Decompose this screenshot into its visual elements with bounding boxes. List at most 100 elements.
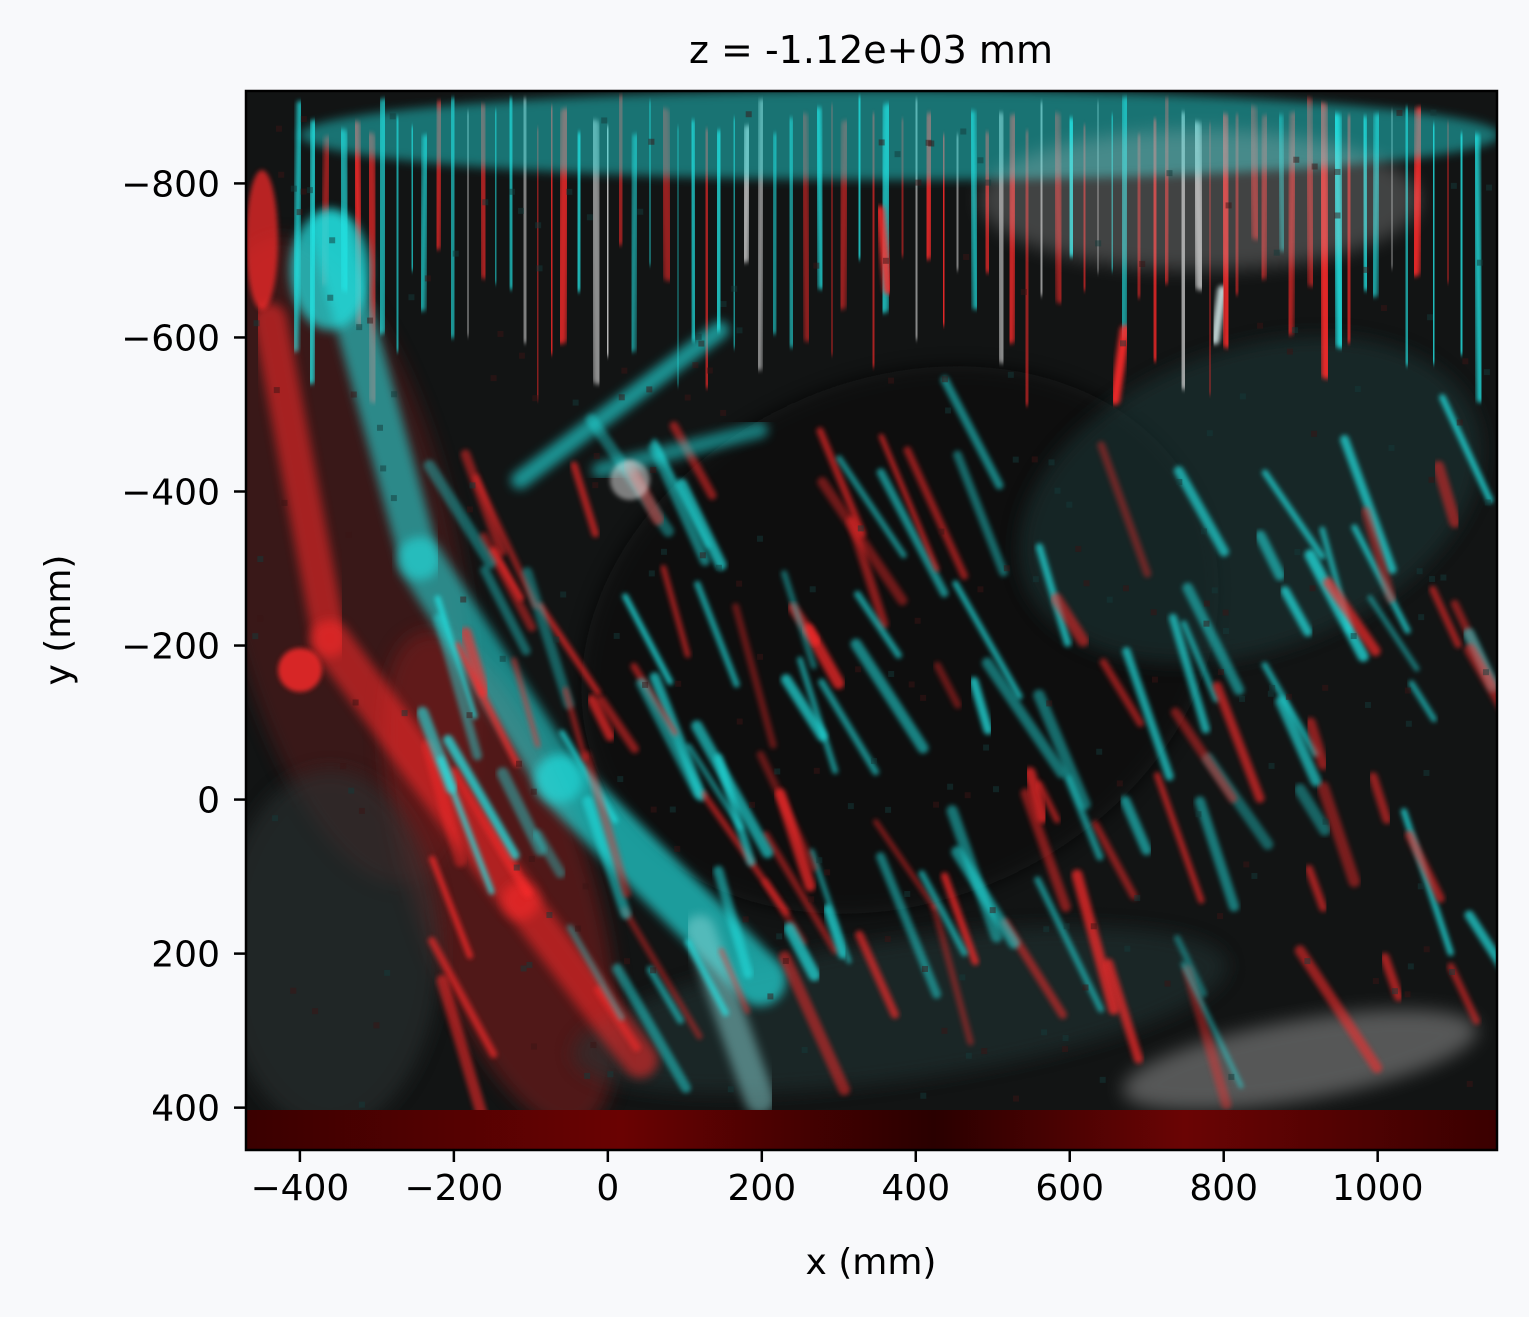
texture-mark	[854, 590, 902, 659]
texture-mark	[1304, 958, 1311, 965]
texture-mark	[434, 595, 478, 720]
texture-mark	[930, 903, 974, 1046]
texture-mark	[1050, 592, 1089, 647]
texture-mark	[650, 967, 657, 974]
texture-mark	[953, 450, 1008, 577]
texture-mark	[1317, 781, 1361, 888]
texture-mark	[1139, 260, 1146, 267]
texture-mark	[1322, 684, 1329, 691]
texture-mark	[969, 676, 993, 735]
texture-mark	[1124, 945, 1131, 952]
texture-mark	[1083, 580, 1090, 587]
texture-mark	[918, 870, 968, 957]
texture-mark	[1217, 913, 1224, 920]
texture-mark	[1293, 156, 1300, 163]
texture-mark	[637, 208, 644, 215]
texture-mark	[612, 963, 692, 1094]
texture-mark	[1166, 170, 1173, 177]
texture-mark	[993, 786, 1000, 793]
texture-mark	[685, 915, 775, 1115]
texture-mark	[675, 680, 682, 687]
texture-mark	[1340, 434, 1397, 574]
texture-mark	[572, 399, 579, 406]
texture-mark	[941, 376, 948, 383]
texture-mark	[246, 770, 440, 1130]
texture-mark	[253, 303, 347, 657]
texture-mark	[981, 657, 1068, 779]
texture-mark	[1464, 643, 1497, 709]
texture-mark	[650, 466, 657, 473]
texture-mark	[977, 586, 984, 593]
texture-mark	[401, 710, 408, 717]
texture-mark	[1239, 393, 1246, 400]
texture-mark	[749, 801, 756, 808]
texture-mark	[920, 1092, 927, 1099]
texture-mark	[813, 767, 820, 774]
texture-mark	[340, 763, 347, 770]
texture-mark	[1354, 386, 1361, 393]
texture-mark	[878, 139, 885, 146]
texture-mark	[1020, 289, 1027, 296]
texture-mark	[1391, 988, 1398, 995]
texture-mark	[720, 409, 727, 416]
texture-mark	[460, 627, 490, 698]
texture-mark	[1417, 883, 1424, 890]
texture-mark	[933, 801, 940, 808]
texture-mark	[469, 482, 476, 489]
texture-mark	[781, 570, 817, 670]
texture-mark	[296, 209, 303, 216]
texture-mark	[275, 125, 282, 132]
texture-mark	[329, 237, 336, 244]
texture-mark	[502, 882, 658, 1078]
texture-mark	[796, 656, 839, 774]
texture-mark	[356, 324, 363, 331]
texture-mark	[443, 734, 520, 861]
texture-mark	[782, 957, 789, 964]
texture-mark	[1311, 430, 1318, 437]
y-tick-label: −600	[121, 318, 220, 359]
texture-mark	[592, 482, 599, 489]
texture-mark	[1407, 963, 1414, 970]
texture-mark	[870, 757, 877, 764]
plot-frame	[244, 89, 1499, 1152]
texture-mark	[745, 111, 752, 118]
texture-mark	[290, 185, 297, 192]
texture-mark	[1150, 609, 1157, 616]
texture-mark	[345, 531, 352, 538]
texture-mark	[925, 139, 932, 146]
texture-mark	[783, 922, 821, 982]
texture-mark	[621, 906, 703, 1040]
texture-mark	[1048, 459, 1055, 466]
texture-mark	[1239, 695, 1246, 702]
texture-mark	[648, 570, 655, 577]
texture-mark	[674, 845, 681, 852]
texture-mark	[698, 340, 705, 347]
texture-mark	[1120, 795, 1152, 856]
texture-mark	[1483, 369, 1490, 376]
texture-mark	[1427, 314, 1434, 321]
texture-mark	[1372, 978, 1379, 985]
texture-mark	[669, 806, 676, 813]
texture-mark	[1054, 487, 1061, 494]
texture-mark	[1322, 818, 1329, 825]
texture-mark	[499, 655, 506, 662]
texture-mark	[310, 620, 540, 920]
texture-mark	[1066, 501, 1073, 508]
texture-mark	[593, 452, 600, 459]
texture-mark	[980, 130, 1420, 270]
texture-mark	[699, 552, 706, 559]
texture-mark	[882, 257, 889, 264]
texture-mark	[636, 677, 704, 799]
texture-mark	[1031, 456, 1038, 463]
texture-mark	[1404, 991, 1411, 998]
texture-mark	[736, 327, 743, 334]
texture-mark	[380, 465, 387, 472]
y-tick-label: −800	[121, 164, 220, 205]
texture-mark	[1168, 613, 1211, 734]
texture-mark	[1447, 962, 1481, 1025]
texture-mark	[1280, 586, 1313, 637]
texture-mark	[1255, 530, 1286, 581]
texture-mark	[373, 1022, 380, 1029]
texture-mark	[1405, 720, 1412, 727]
